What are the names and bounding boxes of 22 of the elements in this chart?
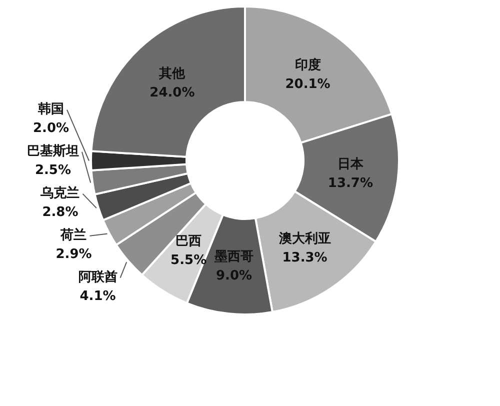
slice-label: 巴基斯坦: [26, 144, 79, 160]
slice-label: 阿联酋: [78, 270, 118, 286]
slice-label: 巴西: [176, 234, 202, 249]
data-label: 9.0%: [216, 268, 252, 284]
data-label: 5.5%: [170, 252, 207, 268]
slice-label: 其他: [158, 66, 186, 82]
data-label: 20.1%: [285, 77, 330, 92]
data-label: 2.8%: [42, 205, 78, 220]
data-label: 2.5%: [34, 163, 72, 178]
data-label: 2.0%: [32, 121, 70, 136]
data-label: 24.0%: [150, 85, 195, 100]
slice-label: 荷兰: [60, 227, 87, 244]
slice-label: 印度: [294, 57, 321, 74]
slice-label: 乌克兰: [40, 185, 80, 202]
slice-label: 墨西哥: [213, 250, 254, 265]
slice-label: 日本: [337, 157, 364, 172]
data-label: 13.3%: [282, 250, 328, 266]
data-label: 2.9%: [56, 247, 92, 262]
slice-label: 韩国: [37, 102, 64, 118]
data-label: 13.7%: [328, 176, 373, 192]
data-label: 4.1%: [80, 289, 116, 304]
slice-label: 澳大利亚: [278, 230, 331, 247]
